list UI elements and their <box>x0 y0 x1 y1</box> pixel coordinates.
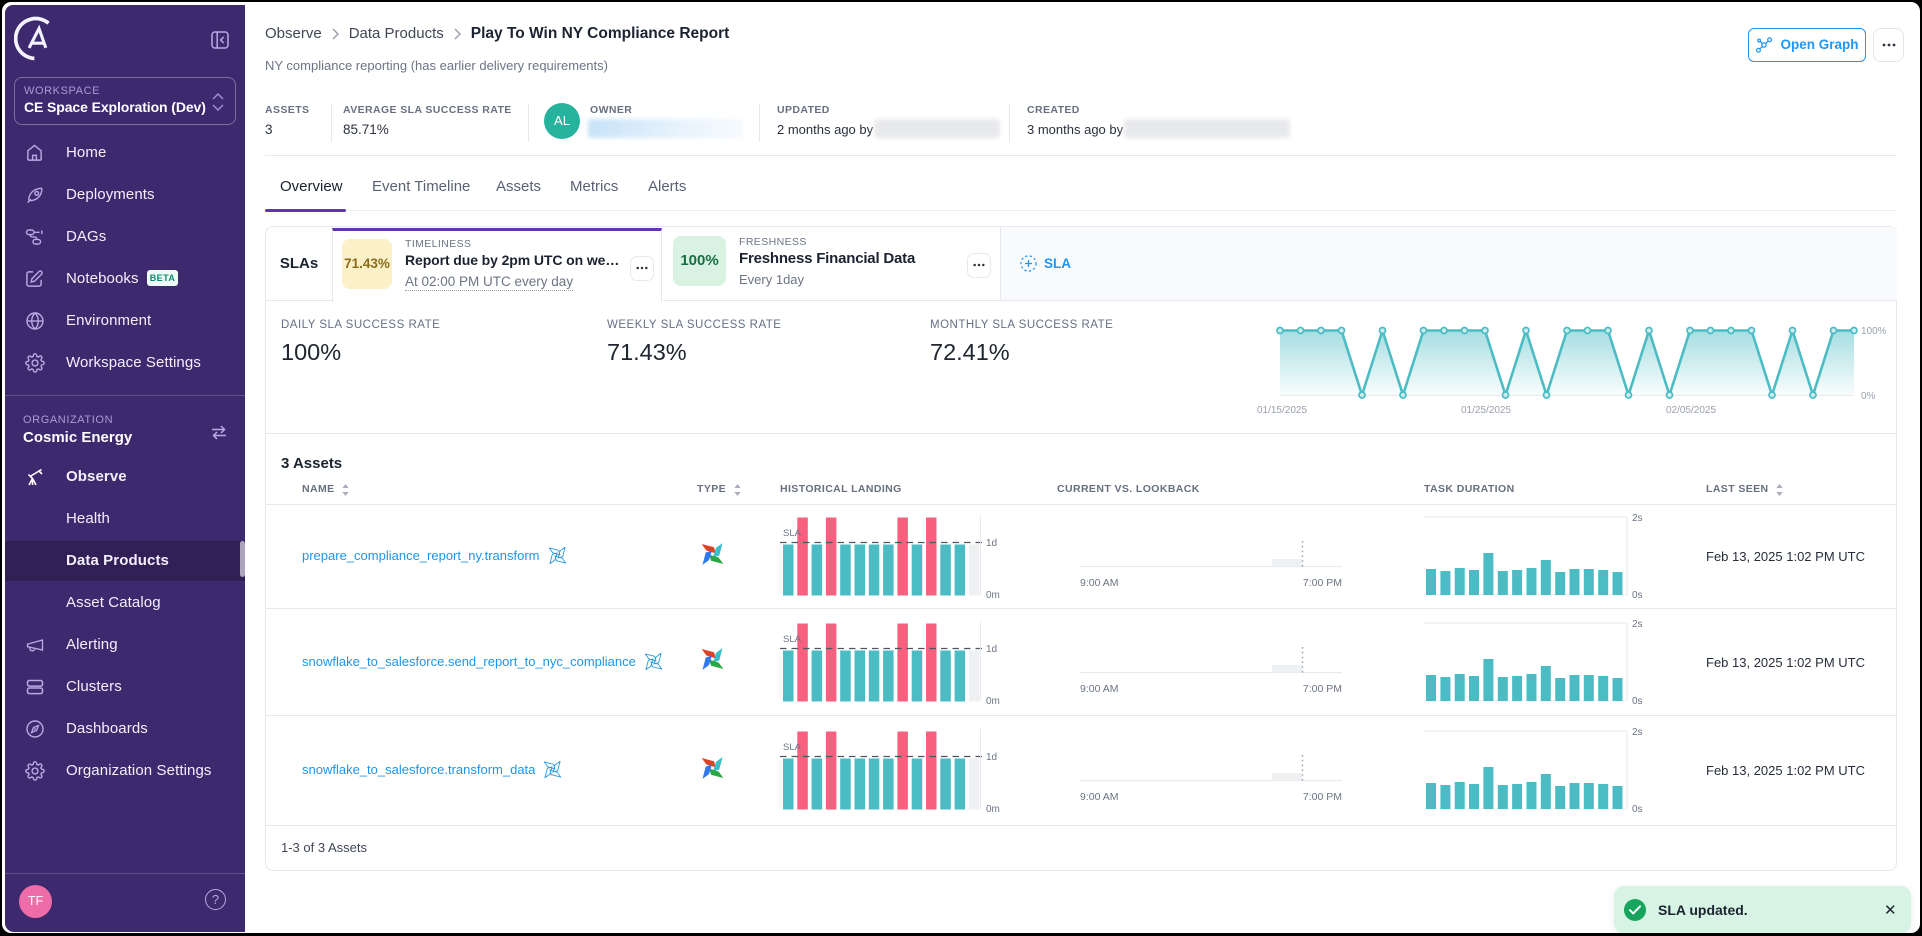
svg-text:100%: 100% <box>1861 326 1887 337</box>
svg-text:0%: 0% <box>1861 391 1876 402</box>
svg-text:01/25/2025: 01/25/2025 <box>1461 405 1511 416</box>
svg-text:02/05/2025: 02/05/2025 <box>1666 405 1716 416</box>
svg-text:01/15/2025: 01/15/2025 <box>1257 405 1307 416</box>
